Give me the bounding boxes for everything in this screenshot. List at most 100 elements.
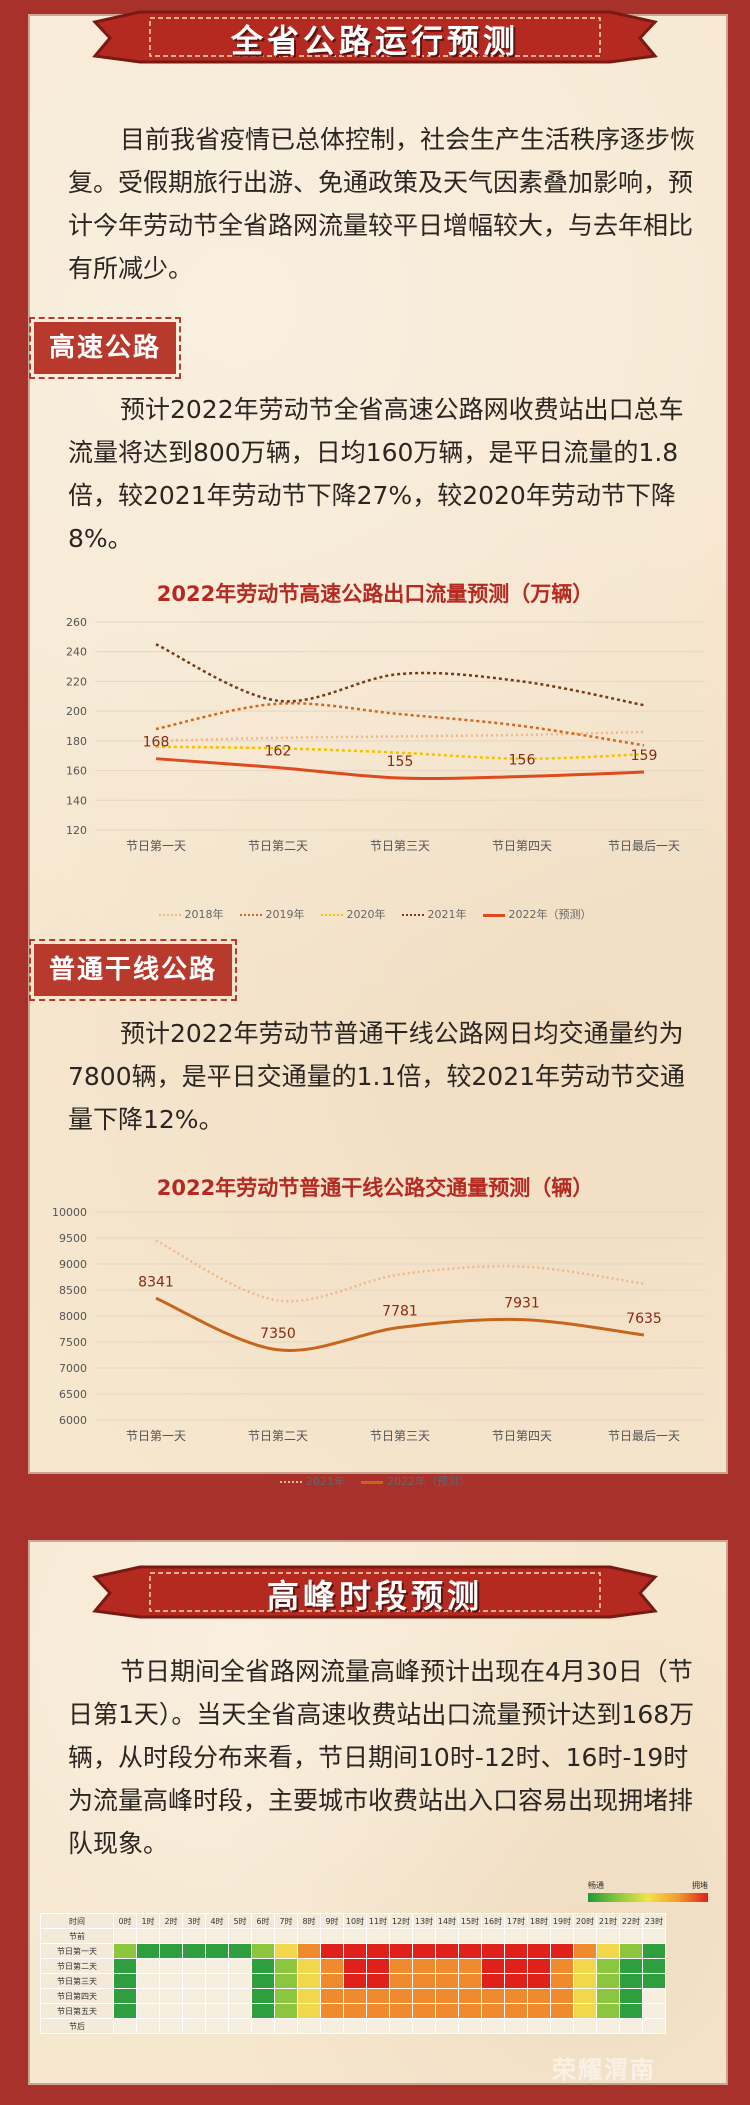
heatmap-cell (182, 2018, 206, 2034)
heatmap-cell (182, 1973, 206, 1989)
trunk-chart-legend: 2021年 2022年（预测） (0, 1473, 750, 1489)
heatmap-cell (159, 1973, 183, 1989)
heatmap-cell (389, 1958, 413, 1974)
legend-label: 2021年 (427, 908, 467, 921)
hour-header: 21时 (596, 1913, 620, 1929)
intro-paragraph: 目前我省疫情已总体控制，社会生产生活秩序逐步恢复。受假期旅行出游、免通政策及天气… (68, 125, 696, 283)
hour-header: 14时 (435, 1913, 459, 1929)
data-label: 155 (387, 754, 414, 770)
heatmap-cell (412, 1958, 436, 1974)
data-label: 156 (509, 753, 536, 769)
watermark-logo: 荣耀渭南 (552, 2056, 656, 2084)
heatmap-cell (504, 1973, 528, 1989)
heatmap-cell (113, 1973, 137, 1989)
y-tick-label: 240 (66, 646, 87, 659)
heatmap-cell (550, 1973, 574, 1989)
heatmap-cell (412, 2003, 436, 2019)
day-label: 节日第二天 (40, 1958, 114, 1974)
heatmap-cell (642, 2003, 666, 2019)
x-tick-label: 节日最后一天 (608, 839, 680, 853)
legend-swatch (320, 914, 343, 916)
heatmap-cell (504, 2003, 528, 2019)
heatmap-cell (435, 1988, 459, 2004)
heatmap-cell (297, 2018, 321, 2034)
legend-item: 2019年 (239, 906, 305, 922)
heatmap-cell (573, 1943, 597, 1959)
y-tick-label: 7000 (59, 1362, 87, 1375)
heatmap-cell (274, 2018, 298, 2034)
series-line (155, 702, 645, 747)
hour-header: 2时 (159, 1913, 183, 1929)
heatmap-cell (573, 1988, 597, 2004)
data-label: 7635 (626, 1311, 662, 1327)
legend-label: 2020年 (346, 908, 386, 921)
heatmap-cell (412, 1943, 436, 1959)
heatmap-cell (504, 1928, 528, 1944)
hour-header: 18时 (527, 1913, 551, 1929)
peak-hour-heatmap: 时间 0时 1时 2时 3时 4时 5时 6时 7时 8时 9时 10时 11时 12时 13时 14时 15时… (40, 1913, 666, 2034)
heatmap-cell (596, 1973, 620, 1989)
expressway-tag: 高速公路 (28, 317, 182, 379)
heatmap-cell (458, 2018, 482, 2034)
series-line (155, 1239, 645, 1303)
heatmap-cell (527, 1973, 551, 1989)
legend-item: 2020年 (320, 906, 386, 922)
heatmap-cell (320, 2018, 344, 2034)
heatmap-cell (550, 1943, 574, 1959)
heatmap-cell (389, 2018, 413, 2034)
day-label: 节日第一天 (40, 1943, 114, 1959)
heatmap-cell (205, 2018, 229, 2034)
heatmap-cell (343, 1973, 367, 1989)
heatmap-cell (573, 1928, 597, 1944)
heatmap-cell (458, 2003, 482, 2019)
heatmap-cell (504, 1958, 528, 1974)
hour-header: 7时 (274, 1913, 298, 1929)
peak-hours-paragraph: 节日期间全省路网流量高峰预计出现在4月30日（节日第1天）。当天全省高速收费站出… (68, 1657, 695, 1858)
legend-swatch (280, 1481, 302, 1483)
heatmap-cell (182, 2003, 206, 2019)
heatmap-cell (504, 1988, 528, 2004)
heatmap-cell (481, 1958, 505, 1974)
heatmap-cell (274, 1958, 298, 1974)
banner-title: 全省公路运行预测 (230, 22, 519, 60)
heatmap-cell (182, 1943, 206, 1959)
heatmap-cell (642, 2018, 666, 2034)
day-label: 节日第五天 (40, 2003, 114, 2019)
heatmap-cell (619, 1928, 643, 1944)
data-label: 168 (143, 735, 170, 751)
heatmap-cell (458, 1958, 482, 1974)
heatmap-cell (297, 1988, 321, 2004)
expressway-chart-title: 2022年劳动节高速公路出口流量预测（万辆） (156, 582, 594, 606)
legend-label: 2022年（预测） (387, 1475, 470, 1488)
heatmap-cell (366, 2018, 390, 2034)
scale-gradient-bar (588, 1893, 708, 1902)
heatmap-cell (412, 2018, 436, 2034)
y-tick-label: 260 (66, 616, 87, 629)
section-banner-peak-hours: 高峰时段预测 (0, 1555, 750, 1625)
heatmap-cell (389, 1943, 413, 1959)
heatmap-cell (113, 1988, 137, 2004)
trunk-line-chart: 6000 6500 7000 7500 8000 8500 9000 9500 10000 节日第… (52, 1206, 705, 1443)
heatmap-cell (274, 1973, 298, 1989)
hour-header: 0时 (113, 1913, 137, 1929)
heatmap-cell (642, 1943, 666, 1959)
legend-item: 2022年（预测） (361, 1473, 470, 1489)
heatmap-row: 节日第四天 (40, 1988, 666, 2004)
heatmap-cell (136, 2003, 160, 2019)
heatmap-cell (113, 1943, 137, 1959)
heatmap-cell (550, 1928, 574, 1944)
heatmap-cell (320, 1973, 344, 1989)
trunk-chart-title: 2022年劳动节普通干线公路交通量预测（辆） (156, 1176, 594, 1200)
y-tick-label: 10000 (52, 1206, 87, 1219)
heatmap-cell (159, 1928, 183, 1944)
heatmap-cell (205, 1973, 229, 1989)
hour-header: 5时 (228, 1913, 252, 1929)
heatmap-cell (619, 2018, 643, 2034)
heatmap-cell (435, 1943, 459, 1959)
trunk-road-tag: 普通干线公路 (28, 939, 238, 1001)
congestion-scale: 畅通 拥堵 (588, 1880, 708, 1908)
heatmap-cell (366, 1973, 390, 1989)
heatmap-cell (182, 1928, 206, 1944)
heatmap-cell (297, 1943, 321, 1959)
y-tick-label: 9000 (59, 1258, 87, 1271)
